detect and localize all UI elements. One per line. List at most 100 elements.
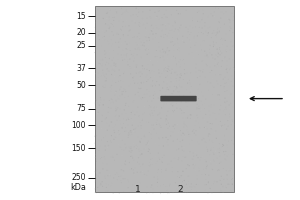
Point <box>171 39 176 42</box>
Point <box>148 77 153 80</box>
Point <box>206 174 211 177</box>
Point <box>138 153 142 157</box>
Point <box>104 77 109 80</box>
Point <box>148 94 152 98</box>
Point <box>124 146 128 149</box>
Point <box>108 90 113 93</box>
Point <box>116 116 121 119</box>
Point <box>201 8 206 11</box>
Point <box>173 181 178 185</box>
Point <box>131 130 136 133</box>
Point <box>192 165 197 169</box>
Point <box>204 145 209 149</box>
Point <box>117 192 122 195</box>
Point <box>181 132 186 135</box>
Point <box>98 58 102 62</box>
Point <box>182 120 187 123</box>
Point <box>100 114 105 117</box>
Point <box>212 45 217 48</box>
Point <box>140 118 145 121</box>
Point <box>212 77 217 80</box>
Point <box>178 12 183 15</box>
Point <box>166 67 170 70</box>
Point <box>192 171 197 174</box>
Point <box>165 80 170 83</box>
Point <box>92 51 97 54</box>
Point <box>188 110 192 114</box>
Point <box>125 124 130 127</box>
Point <box>219 96 224 99</box>
Point <box>193 124 197 127</box>
Point <box>110 182 114 185</box>
Point <box>136 148 141 151</box>
Point <box>201 85 206 88</box>
Point <box>175 28 180 32</box>
Point <box>218 16 223 20</box>
Point <box>212 31 217 34</box>
Point <box>122 162 127 166</box>
Point <box>167 162 171 166</box>
Point <box>100 69 105 72</box>
Point <box>200 18 204 21</box>
Point <box>164 15 168 19</box>
Point <box>130 54 135 58</box>
Point <box>131 146 136 149</box>
Point <box>208 44 213 47</box>
Point <box>157 46 161 49</box>
Point <box>121 80 126 83</box>
Point <box>218 53 222 56</box>
Point <box>169 103 173 106</box>
Point <box>209 103 214 106</box>
Point <box>123 126 128 129</box>
Point <box>208 61 213 65</box>
Point <box>196 169 201 172</box>
Point <box>121 169 126 172</box>
Point <box>136 8 141 11</box>
Point <box>172 72 177 75</box>
Point <box>96 45 100 49</box>
FancyBboxPatch shape <box>160 96 197 101</box>
Point <box>173 70 178 74</box>
Point <box>117 119 122 122</box>
Point <box>225 45 230 48</box>
Point <box>116 58 121 61</box>
Point <box>173 91 178 95</box>
Point <box>96 71 101 75</box>
Point <box>210 85 215 88</box>
Point <box>154 121 158 124</box>
Point <box>121 148 126 152</box>
Point <box>138 137 143 141</box>
Point <box>109 22 113 25</box>
Point <box>224 50 229 53</box>
Point <box>136 23 141 27</box>
Point <box>214 65 219 69</box>
Point <box>148 76 153 79</box>
Point <box>120 139 125 142</box>
Point <box>99 156 104 159</box>
Point <box>135 35 140 38</box>
Point <box>207 26 212 29</box>
Point <box>127 130 132 133</box>
Point <box>113 109 118 112</box>
Point <box>121 117 126 120</box>
Point <box>108 27 112 30</box>
Point <box>93 30 98 33</box>
Point <box>167 125 172 128</box>
Point <box>218 58 222 61</box>
Point <box>125 178 130 182</box>
Point <box>203 173 208 176</box>
Point <box>169 96 174 99</box>
Point <box>131 142 136 145</box>
Point <box>214 48 219 51</box>
Point <box>180 39 185 42</box>
Point <box>173 18 178 21</box>
Point <box>224 169 229 172</box>
Point <box>174 9 179 12</box>
Point <box>171 49 176 52</box>
Point <box>229 167 233 170</box>
Point <box>134 147 139 150</box>
Point <box>135 82 140 85</box>
Point <box>113 158 118 161</box>
Point <box>155 107 160 110</box>
Point <box>146 78 151 81</box>
